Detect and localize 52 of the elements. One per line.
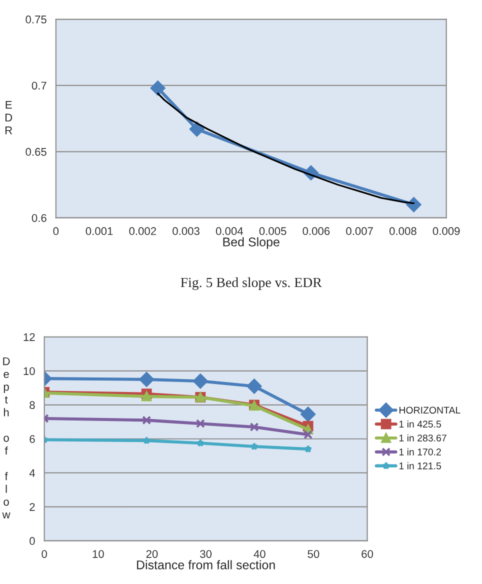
- x-tick-label: 0.008: [389, 227, 416, 236]
- x-tick-label: 60: [362, 550, 374, 558]
- x-tick-label: 0.005: [259, 227, 286, 236]
- x-tick-label: 20: [146, 550, 158, 558]
- y-tick-label: 0.65: [26, 148, 46, 156]
- y-axis-title: EDR: [5, 101, 12, 134]
- x-tick-label: 0.004: [216, 227, 244, 236]
- point: [250, 442, 258, 450]
- point: [304, 444, 312, 453]
- point: [142, 416, 152, 425]
- legend-label: 1 in 283.67: [399, 434, 446, 442]
- point: [196, 438, 204, 447]
- x-tick-label: 0.003: [172, 227, 200, 236]
- x-axis-title: Bed Slope: [223, 237, 280, 249]
- legend-label: HORIZONTAL: [400, 406, 460, 414]
- x-axis-title: Distance from fall section: [137, 560, 275, 570]
- y-tick-label: 4: [29, 469, 35, 477]
- point: [250, 422, 259, 432]
- x-tick-label: 0: [53, 227, 59, 236]
- point: [189, 122, 204, 137]
- legend-label: 1 in 121.5: [399, 462, 442, 470]
- legend-label: 1 in 170.2: [399, 448, 441, 456]
- y-tick-label: 2: [30, 503, 35, 511]
- point: [150, 80, 166, 96]
- y-tick-label: 0.75: [26, 16, 46, 24]
- x-tick-label: 30: [200, 550, 212, 558]
- point: [142, 436, 151, 444]
- legend-label: 1 in 425.5: [399, 420, 442, 428]
- y-tick-label: 0.7: [32, 82, 46, 90]
- x-tick-label: 0.002: [129, 227, 156, 236]
- y-tick-label: 0.6: [32, 214, 46, 222]
- y-tick-label: 6: [30, 435, 35, 444]
- y-tick-label: 10: [24, 367, 35, 376]
- x-tick-label: 0.009: [432, 227, 460, 236]
- y-tick-label: 0: [30, 537, 35, 545]
- caption: Fig. 5 Bed slope vs. EDR: [180, 277, 322, 290]
- x-tick-label: 0.001: [86, 227, 113, 236]
- x-tick-label: 50: [308, 550, 320, 558]
- y-tick-label: 8: [30, 401, 35, 410]
- point: [246, 378, 262, 394]
- point: [196, 419, 205, 428]
- point: [304, 430, 313, 440]
- x-tick-label: 10: [92, 550, 104, 558]
- x-tick-label: 40: [254, 550, 266, 558]
- text: Depth of flow: [2, 357, 10, 518]
- point: [139, 372, 154, 387]
- y-tick-label: 12: [24, 333, 35, 341]
- x-tick-label: 0.006: [302, 227, 330, 236]
- point: [142, 392, 152, 402]
- x-tick-label: 0.007: [346, 227, 373, 236]
- point: [193, 374, 208, 389]
- point: [300, 406, 316, 422]
